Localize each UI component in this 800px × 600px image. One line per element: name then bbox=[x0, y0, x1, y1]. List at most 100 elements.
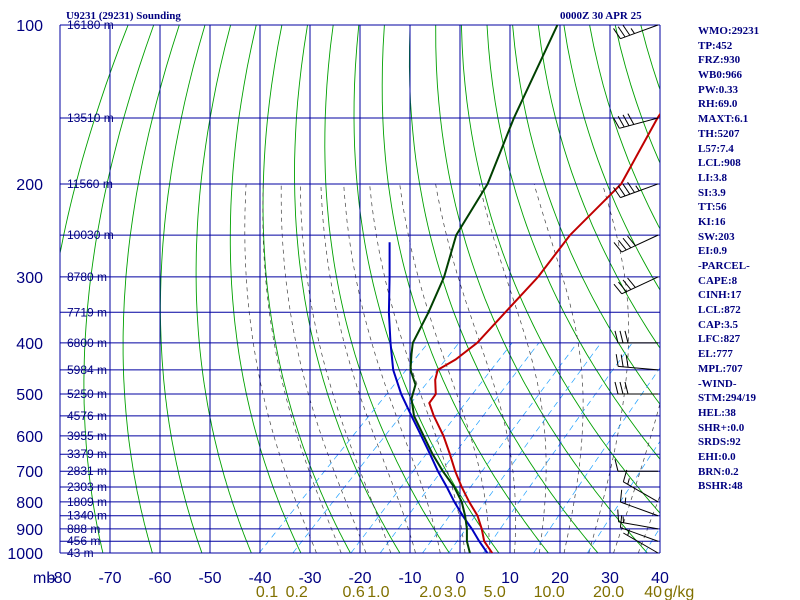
wind-barb-flag bbox=[614, 459, 619, 472]
index-item: BRN:0.2 bbox=[698, 465, 739, 478]
dry-adiabat bbox=[262, 25, 351, 553]
wind-barb-flag bbox=[619, 381, 624, 395]
moist-adiabat bbox=[533, 183, 584, 553]
height-label: 10030 m bbox=[67, 228, 114, 242]
pressure-tick-label: 600 bbox=[16, 429, 43, 446]
grid-lines bbox=[59, 24, 661, 554]
height-label: 4576 m bbox=[67, 409, 107, 423]
temperature-tick-label: 20 bbox=[551, 570, 569, 587]
dry-adiabat bbox=[353, 25, 500, 553]
moist-adiabat bbox=[320, 183, 416, 553]
pressure-tick-label: 300 bbox=[16, 270, 43, 287]
wind-barb-flag bbox=[614, 381, 619, 395]
index-item: SI:3.9 bbox=[698, 186, 726, 199]
wind-barb bbox=[615, 354, 659, 371]
wind-barb-flag bbox=[614, 330, 619, 344]
wind-barb-staff bbox=[621, 234, 659, 253]
mixing-ratio-label: 5.0 bbox=[484, 584, 506, 600]
mixing-ratio-label: 0.6 bbox=[343, 584, 365, 600]
wind-barb-flag bbox=[617, 26, 626, 38]
height-label: 2831 m bbox=[67, 464, 107, 478]
wind-barb-staff bbox=[618, 365, 659, 371]
pressure-tick-label: 1000 bbox=[7, 546, 43, 563]
moist-adiabat bbox=[244, 183, 317, 553]
index-item: HEL:38 bbox=[698, 406, 736, 419]
moist-adiabat bbox=[280, 183, 367, 553]
index-item: EHI:0.0 bbox=[698, 450, 736, 463]
index-item: TP:452 bbox=[698, 39, 733, 52]
temperature-line bbox=[428, 112, 660, 553]
moist-adiabat bbox=[343, 183, 441, 553]
height-label: 2303 m bbox=[67, 480, 107, 494]
index-item: L57:7.4 bbox=[698, 142, 734, 155]
wind-barb bbox=[613, 276, 659, 295]
wind-barb-flag bbox=[618, 239, 627, 251]
height-label: 5984 m bbox=[67, 363, 107, 377]
dry-adiabat bbox=[408, 25, 599, 553]
temperature-tick-label: -20 bbox=[348, 570, 371, 587]
wind-barb-staff bbox=[619, 117, 659, 129]
height-label: 1809 m bbox=[67, 495, 107, 509]
temperature-tick-label: 0 bbox=[456, 570, 465, 587]
moist-adiabat bbox=[369, 183, 466, 553]
wind-barb-half-flag bbox=[627, 529, 630, 536]
mixing-ratio-label: 1.0 bbox=[367, 584, 389, 600]
index-item: FRZ:930 bbox=[698, 54, 741, 67]
pressure-tick-label: 400 bbox=[16, 336, 43, 353]
index-item: CAPE:8 bbox=[698, 274, 738, 287]
mixing-ratio-label: 0.1 bbox=[256, 584, 278, 600]
parcel-path-line bbox=[387, 242, 489, 553]
height-label: 888 m bbox=[67, 522, 100, 536]
mixing-ratio-unit-label: g/kg bbox=[664, 584, 694, 600]
height-label: 5250 m bbox=[67, 387, 107, 401]
temperature-tick-label: 10 bbox=[501, 570, 519, 587]
index-item: CAP:3.5 bbox=[698, 318, 739, 331]
wind-barb bbox=[623, 529, 659, 554]
index-item: KI:16 bbox=[698, 215, 726, 228]
wind-barb-staff bbox=[618, 521, 659, 530]
temperature-tick-label: 30 bbox=[601, 570, 619, 587]
index-item: TH:5207 bbox=[698, 127, 740, 140]
wind-barb-half-flag bbox=[627, 478, 630, 485]
wind-barb-flag bbox=[627, 181, 635, 193]
mixing-ratio-label: 10.0 bbox=[534, 584, 565, 600]
index-item: WMO:29231 bbox=[698, 25, 760, 37]
temperature-tick-label: -40 bbox=[248, 570, 271, 587]
dewpoint-line bbox=[409, 25, 559, 553]
index-item: EI:0.9 bbox=[698, 245, 728, 258]
index-item: -PARCEL- bbox=[698, 260, 750, 272]
mixing-ratio-label: 40 bbox=[644, 584, 662, 600]
wind-barb bbox=[622, 469, 659, 503]
mixing-ratio-line bbox=[258, 342, 429, 553]
wind-barb-flag bbox=[622, 24, 631, 36]
wind-barb-staff bbox=[621, 276, 659, 295]
wind-barb bbox=[614, 381, 658, 395]
index-item: LCL:872 bbox=[698, 304, 741, 317]
mixing-ratio-line bbox=[422, 342, 578, 553]
index-item: SRDS:92 bbox=[698, 436, 741, 449]
dry-adiabat bbox=[324, 25, 450, 553]
temperature-tick-label: -30 bbox=[298, 570, 321, 587]
mixing-ratio-label: 2.0 bbox=[419, 584, 441, 600]
index-item: PW:0.33 bbox=[698, 83, 739, 96]
wind-barb-flag bbox=[622, 279, 632, 290]
sounding-time: 0000Z 30 APR 25 bbox=[560, 10, 642, 22]
wind-barb bbox=[617, 509, 659, 530]
dry-adiabat bbox=[460, 25, 660, 514]
wind-barb-staff bbox=[623, 532, 659, 554]
height-label: 13510 m bbox=[67, 111, 114, 125]
wind-barb bbox=[613, 24, 659, 40]
moist-adiabat bbox=[399, 183, 491, 553]
temperature-tick-label: -10 bbox=[398, 570, 421, 587]
height-label: 11560 m bbox=[67, 177, 113, 191]
height-label: 3379 m bbox=[67, 447, 107, 461]
height-label: 43 m bbox=[67, 546, 94, 560]
pressure-tick-label: 200 bbox=[16, 177, 43, 194]
wind-barb-flag bbox=[622, 114, 630, 126]
wind-barb-flag bbox=[617, 115, 625, 128]
moist-adiabat bbox=[637, 494, 660, 553]
wind-barb-staff bbox=[623, 481, 659, 503]
index-item: WB0:966 bbox=[698, 69, 742, 82]
